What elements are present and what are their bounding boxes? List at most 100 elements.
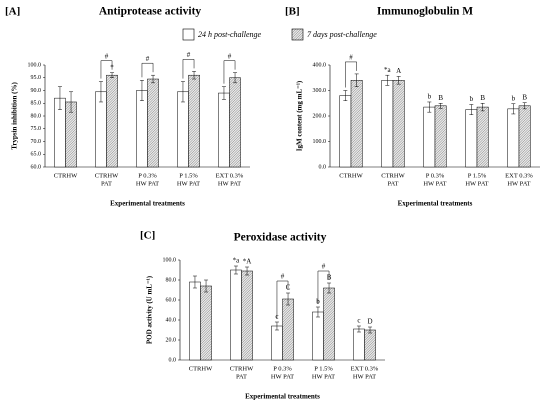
significance-letter: b	[470, 95, 474, 103]
x-tick-label: EXT 0.3%	[505, 172, 533, 179]
bar	[271, 325, 283, 361]
error-bar	[180, 81, 185, 103]
error-bar	[69, 91, 74, 113]
x-tick-label: CTRHW	[54, 172, 78, 179]
bar	[518, 105, 531, 168]
bar	[423, 106, 436, 168]
y-axis-label: POD activity (U mL⁻¹)	[146, 275, 154, 344]
significance-letter: B	[522, 93, 527, 101]
bar	[339, 95, 352, 168]
bracket	[317, 270, 330, 304]
bar	[381, 80, 394, 168]
y-tick-label: 0.0	[169, 357, 177, 363]
x-tick-label: HW PAT	[136, 180, 159, 187]
y-tick-label: 70.0	[31, 139, 42, 145]
chart-title: Antiprotease activity	[99, 6, 202, 18]
bar	[312, 311, 324, 361]
error-bar	[354, 73, 359, 87]
legend-swatch	[182, 28, 195, 41]
y-tick-label: 95.0	[31, 75, 42, 81]
error-bar	[385, 74, 390, 86]
bar	[476, 106, 489, 168]
y-tick-label: 80.0	[166, 277, 177, 283]
error-bar	[469, 104, 474, 115]
chart-title: Peroxidase activity	[234, 232, 327, 244]
error-bar	[110, 72, 115, 78]
x-tick-label: HW PAT	[312, 373, 335, 380]
error-bar	[233, 265, 238, 275]
legend-swatch	[291, 28, 304, 41]
error-bar	[427, 101, 432, 113]
error-bar	[511, 103, 516, 115]
error-bar	[438, 103, 443, 109]
bar	[465, 109, 478, 168]
x-axis-label: Experimental treatments	[245, 393, 320, 400]
error-bar	[343, 90, 348, 101]
y-tick-label: 60.0	[31, 164, 42, 170]
significance-letter: *a	[384, 66, 392, 74]
bar	[507, 108, 520, 168]
bar	[147, 78, 159, 168]
error-bar	[368, 326, 373, 334]
bar	[364, 329, 376, 361]
x-tick-label: P 1.5%	[468, 172, 487, 179]
x-axis-label: Experimental treatments	[398, 200, 473, 208]
y-tick-label: 80.0	[31, 113, 42, 119]
bar	[282, 298, 294, 361]
x-tick-label: HW PAT	[507, 180, 530, 187]
y-tick-label: 60.0	[166, 297, 177, 303]
bar	[200, 285, 212, 361]
error-bar	[139, 80, 144, 101]
x-tick-label: HW PAT	[177, 180, 200, 187]
bar	[229, 77, 241, 168]
bracket	[182, 59, 195, 79]
legend: 24 h post-challenge 7 days post-challenge	[182, 28, 377, 41]
bracket-label: #	[322, 263, 326, 271]
x-tick-label: HW PAT	[423, 180, 446, 187]
bracket-label: #	[281, 273, 285, 281]
error-bar	[396, 76, 401, 85]
panel-label: [A]	[5, 6, 20, 18]
y-tick-label: 400.0	[313, 62, 327, 68]
legend-label: 24 h post-challenge	[198, 30, 262, 39]
bar	[230, 269, 242, 361]
error-bar	[98, 81, 103, 103]
chart-title: Immunoglobulin M	[377, 6, 473, 18]
x-tick-label: PAT	[236, 373, 247, 380]
y-tick-label: 20.0	[166, 337, 177, 343]
bracket-label: #	[187, 51, 191, 59]
error-bar	[480, 103, 485, 112]
bar	[177, 91, 189, 168]
y-tick-label: 300.0	[313, 88, 327, 94]
y-tick-label: 100.0	[28, 62, 42, 68]
significance-letter: b	[428, 93, 432, 101]
y-tick-label: 75.0	[31, 126, 42, 132]
error-bar	[192, 71, 197, 80]
error-bar	[192, 275, 197, 289]
y-axis-label: IgM content (mg mL⁻¹)	[296, 80, 304, 151]
bracket	[100, 60, 113, 79]
y-tick-label: 90.0	[31, 88, 42, 94]
bracket-label: #	[146, 55, 150, 63]
x-tick-label: P 0.3%	[138, 172, 157, 179]
bracket	[223, 60, 236, 84]
error-bar	[327, 282, 332, 294]
x-tick-label: P 0.3%	[426, 172, 445, 179]
significance-letter: B	[438, 94, 443, 102]
y-tick-label: 200.0	[313, 113, 327, 119]
panel-label: [C]	[140, 230, 155, 242]
x-tick-label: P 1.5%	[179, 172, 198, 179]
bar	[106, 74, 118, 168]
significance-letter: *A	[243, 258, 252, 266]
x-tick-label: CTRHW	[339, 172, 363, 179]
significance-letter: B	[480, 94, 485, 102]
error-bar	[286, 292, 291, 306]
x-tick-label: EXT 0.3%	[216, 172, 244, 179]
significance-letter: D	[368, 318, 373, 326]
y-tick-label: 100.0	[163, 257, 177, 263]
error-bar	[151, 74, 156, 84]
significance-letter: *a	[233, 257, 241, 265]
y-tick-label: 40.0	[166, 317, 177, 323]
bracket-label: #	[349, 54, 353, 62]
bar	[434, 105, 447, 168]
